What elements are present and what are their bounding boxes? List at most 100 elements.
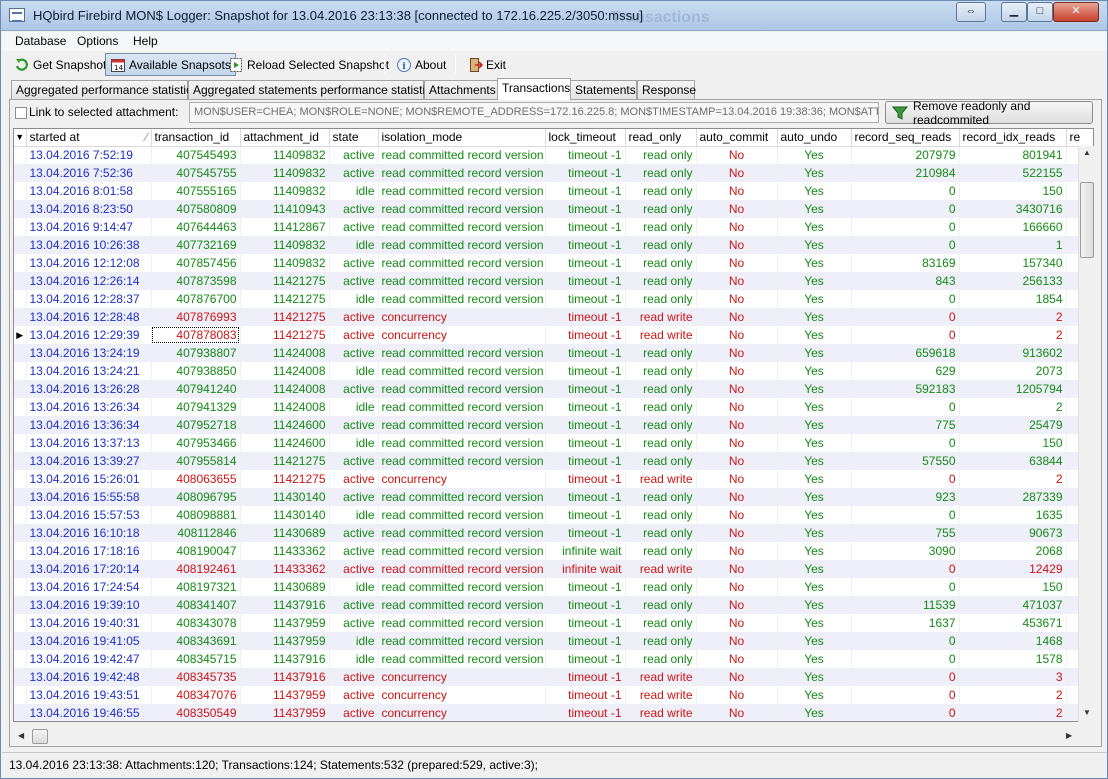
table-row[interactable]: 13.04.2016 19:42:48 408345735 11437916 acti… [14,668,1093,686]
title-bar[interactable]: HQbird Firebird MON$ Logger: Snapshot fo… [1,1,1107,31]
table-row[interactable]: 13.04.2016 12:12:08 407857456 11409832 acti… [14,254,1093,272]
cell-state: active [329,146,379,164]
cell-auto-commit: No [696,236,778,254]
table-row[interactable]: 13.04.2016 16:10:18 408112846 11430689 acti… [14,524,1093,542]
table-row[interactable]: 13.04.2016 13:37:13 407953466 11424600 idle… [14,434,1093,452]
table-row[interactable]: ▶ 13.04.2016 12:29:39 407878083 11421275 act… [14,326,1093,344]
table-row[interactable]: 13.04.2016 13:36:34 407952718 11424600 acti… [14,416,1093,434]
cell-auto-undo: Yes [777,542,852,560]
cell-isolation-mode: read committed record version [378,218,546,236]
column-header[interactable]: read_only [625,129,697,147]
cell-auto-undo: Yes [777,668,852,686]
table-row[interactable]: 13.04.2016 19:46:55 408350549 11437959 acti… [14,704,1093,721]
tab-attachments[interactable]: Attachments [424,80,498,99]
table-row[interactable]: 13.04.2016 13:39:27 407955814 11421275 acti… [14,452,1093,470]
table-row[interactable]: 13.04.2016 13:26:28 407941240 11424008 acti… [14,380,1093,398]
table-row[interactable]: 13.04.2016 19:42:47 408345715 11437916 idle… [14,650,1093,668]
menu-database[interactable]: Database [15,34,67,48]
table-row[interactable]: 13.04.2016 8:01:58 407555165 11409832 idle r… [14,182,1093,200]
exit-button[interactable]: Exit [463,53,510,76]
menu-options[interactable]: Options [77,34,119,48]
about-label: About [415,57,447,72]
scroll-up-icon[interactable]: ▲ [1083,148,1091,157]
horizontal-scroll-thumb[interactable] [32,729,48,744]
cell-auto-commit: No [696,380,778,398]
table-row[interactable]: 13.04.2016 19:41:05 408343691 11437959 idle… [14,632,1093,650]
table-row[interactable]: 13.04.2016 19:43:51 408347076 11437959 acti… [14,686,1093,704]
cell-started-at: 13.04.2016 17:18:16 [26,542,152,560]
table-row[interactable]: 13.04.2016 17:18:16 408190047 11433362 acti… [14,542,1093,560]
about-button[interactable]: i About [392,53,450,76]
table-row[interactable]: 13.04.2016 19:39:10 408341407 11437916 acti… [14,596,1093,614]
cell-state: active [329,272,379,290]
table-row[interactable]: 13.04.2016 7:52:36 407545755 11409832 activ… [14,164,1093,182]
table-row[interactable]: 13.04.2016 10:26:38 407732169 11409832 idle… [14,236,1093,254]
cell-read-only: read only [625,146,697,164]
minimize-button[interactable]: ▁ [1001,2,1027,22]
tab-aggregated-statements[interactable]: Aggregated statements performance statis… [188,80,437,99]
cell-read-only: read only [625,398,697,416]
table-row[interactable]: 13.04.2016 7:52:19 407545493 11409832 activ… [14,146,1093,164]
column-header[interactable]: transaction_id [151,129,241,147]
cell-transaction-id: 407732169 [151,236,241,254]
tab-response[interactable]: Response [637,80,696,99]
cell-auto-undo: Yes [777,506,852,524]
column-header[interactable]: started at ∕ [26,129,152,147]
cell-read-only: read only [625,344,697,362]
table-row[interactable]: 13.04.2016 17:20:14 408192461 11433362 acti… [14,560,1093,578]
row-indicator [14,416,27,434]
remove-readonly-label: Remove readonly and readcommited [913,98,1031,127]
get-snapshot-button[interactable]: Get Snapshot [10,53,110,76]
column-header[interactable]: auto_commit [696,129,778,147]
available-snapshots-button[interactable]: 14 Available Snapsots [105,53,236,76]
table-row[interactable]: 13.04.2016 15:57:53 408098881 11430140 idle… [14,506,1093,524]
cell-auto-commit: No [696,416,778,434]
attachment-filter-field[interactable]: MON$USER=CHEA; MON$ROLE=NONE; MON$REMOTE… [189,102,879,123]
horizontal-scrollbar[interactable]: ◀ ▶ [14,728,1094,745]
scroll-left-icon[interactable]: ◀ [18,731,25,740]
tab-statements[interactable]: Statements [570,80,637,99]
table-row[interactable]: 13.04.2016 12:28:37 407876700 11421275 idle… [14,290,1093,308]
table-row[interactable]: 13.04.2016 12:26:14 407873598 11421275 acti… [14,272,1093,290]
remove-readonly-button[interactable]: Remove readonly and readcommited [885,98,1093,127]
table-row[interactable]: 13.04.2016 13:24:19 407938807 11424008 acti… [14,344,1093,362]
reload-snapshot-button[interactable]: Reload Selected Snapshot [224,53,393,76]
table-row[interactable]: 13.04.2016 13:24:21 407938850 11424008 idle… [14,362,1093,380]
column-header[interactable]: auto_undo [777,129,852,147]
table-row[interactable]: 13.04.2016 9:14:47 407644463 11412867 activ… [14,218,1093,236]
vertical-scrollbar[interactable]: ▲ ▼ [1078,146,1094,722]
column-header[interactable]: lock_timeout [545,129,626,147]
table-row[interactable]: 13.04.2016 15:26:01 408063655 11421275 acti… [14,470,1093,488]
maximize-button[interactable]: □ [1027,2,1053,22]
column-header[interactable]: re [1066,129,1093,147]
vertical-scroll-thumb[interactable] [1080,182,1094,258]
row-indicator [14,182,27,200]
row-indicator [14,434,27,452]
tab-aggregated-performance[interactable]: Aggregated performance statistics [11,80,198,99]
column-header[interactable]: state [329,129,379,147]
menu-help[interactable]: Help [133,34,158,48]
row-indicator [14,470,27,488]
row-indicator-header[interactable]: ▼ [14,129,27,147]
cell-read-only: read only [625,632,697,650]
cell-transaction-id: 407644463 [151,218,241,236]
scroll-right-icon[interactable]: ▶ [1066,731,1073,740]
column-header[interactable]: record_idx_reads [959,129,1067,147]
table-row[interactable]: 13.04.2016 15:55:58 408096795 11430140 acti… [14,488,1093,506]
close-button[interactable]: ✕ [1053,2,1099,22]
table-row[interactable]: 13.04.2016 19:40:31 408343078 11437959 acti… [14,614,1093,632]
cell-auto-undo: Yes [777,686,852,704]
column-header[interactable]: isolation_mode [378,129,546,147]
scroll-down-icon[interactable]: ▼ [1083,708,1091,717]
column-header[interactable]: attachment_id [240,129,330,147]
table-row[interactable]: 13.04.2016 17:24:54 408197321 11430689 idle… [14,578,1093,596]
table-row[interactable]: 13.04.2016 13:26:34 407941329 11424008 idle… [14,398,1093,416]
column-header[interactable]: record_seq_reads [851,129,960,147]
cell-read-only: read only [625,416,697,434]
tab-transactions[interactable]: Transactions [497,78,571,100]
link-attachment-checkbox[interactable] [15,107,27,119]
resize-icon[interactable]: ⇔ [956,2,986,22]
table-row[interactable]: 13.04.2016 8:23:50 407580809 11410943 activ… [14,200,1093,218]
table-row[interactable]: 13.04.2016 12:28:48 407876993 11421275 acti… [14,308,1093,326]
transactions-grid[interactable]: ▼ started at ∕ transaction_id attachment_… [13,128,1094,722]
